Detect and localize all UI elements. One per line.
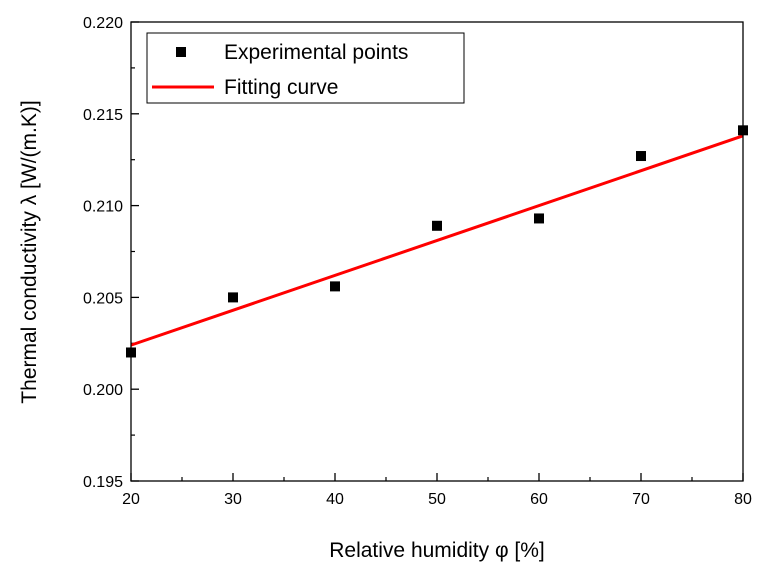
y-tick-label: 0.215 (83, 107, 123, 124)
x-axis-ticks: 20 30 40 50 60 70 80 (122, 473, 752, 508)
experimental-point (432, 220, 442, 231)
experimental-point (534, 213, 544, 224)
legend-box (146, 32, 465, 104)
legend-label-fitting: Fitting curve (224, 76, 338, 99)
experimental-point (330, 281, 340, 292)
y-axis-ticks: 0.195 0.200 0.205 0.210 0.215 0.220 (83, 15, 139, 491)
x-tick-label: 80 (734, 491, 752, 508)
x-tick-label: 50 (428, 491, 446, 508)
minor-ticks (131, 67, 693, 481)
legend: Experimental points Fitting curve (146, 32, 465, 104)
y-tick-label: 0.205 (83, 290, 123, 307)
x-tick-label: 60 (530, 491, 548, 508)
y-tick-label: 0.220 (83, 15, 123, 32)
x-tick-label: 70 (632, 491, 650, 508)
legend-marker-experimental (176, 47, 186, 57)
legend-label-experimental: Experimental points (224, 41, 408, 64)
fitting-curve-line (130, 134, 744, 347)
y-axis-title: Thermal conductivity λ [W/(m.K)] (18, 100, 41, 403)
y-tick-label: 0.200 (83, 382, 123, 399)
y-tick-label: 0.210 (83, 199, 123, 216)
fit-layer (130, 134, 744, 347)
plot-frame (130, 21, 744, 482)
y-tick-label: 0.195 (83, 474, 123, 491)
experimental-point (636, 151, 646, 162)
x-tick-label: 30 (224, 491, 242, 508)
x-tick-label: 20 (122, 491, 140, 508)
experimental-point (228, 292, 238, 303)
x-tick-label: 40 (326, 491, 344, 508)
x-axis-title: Relative humidity φ [%] (329, 539, 545, 562)
